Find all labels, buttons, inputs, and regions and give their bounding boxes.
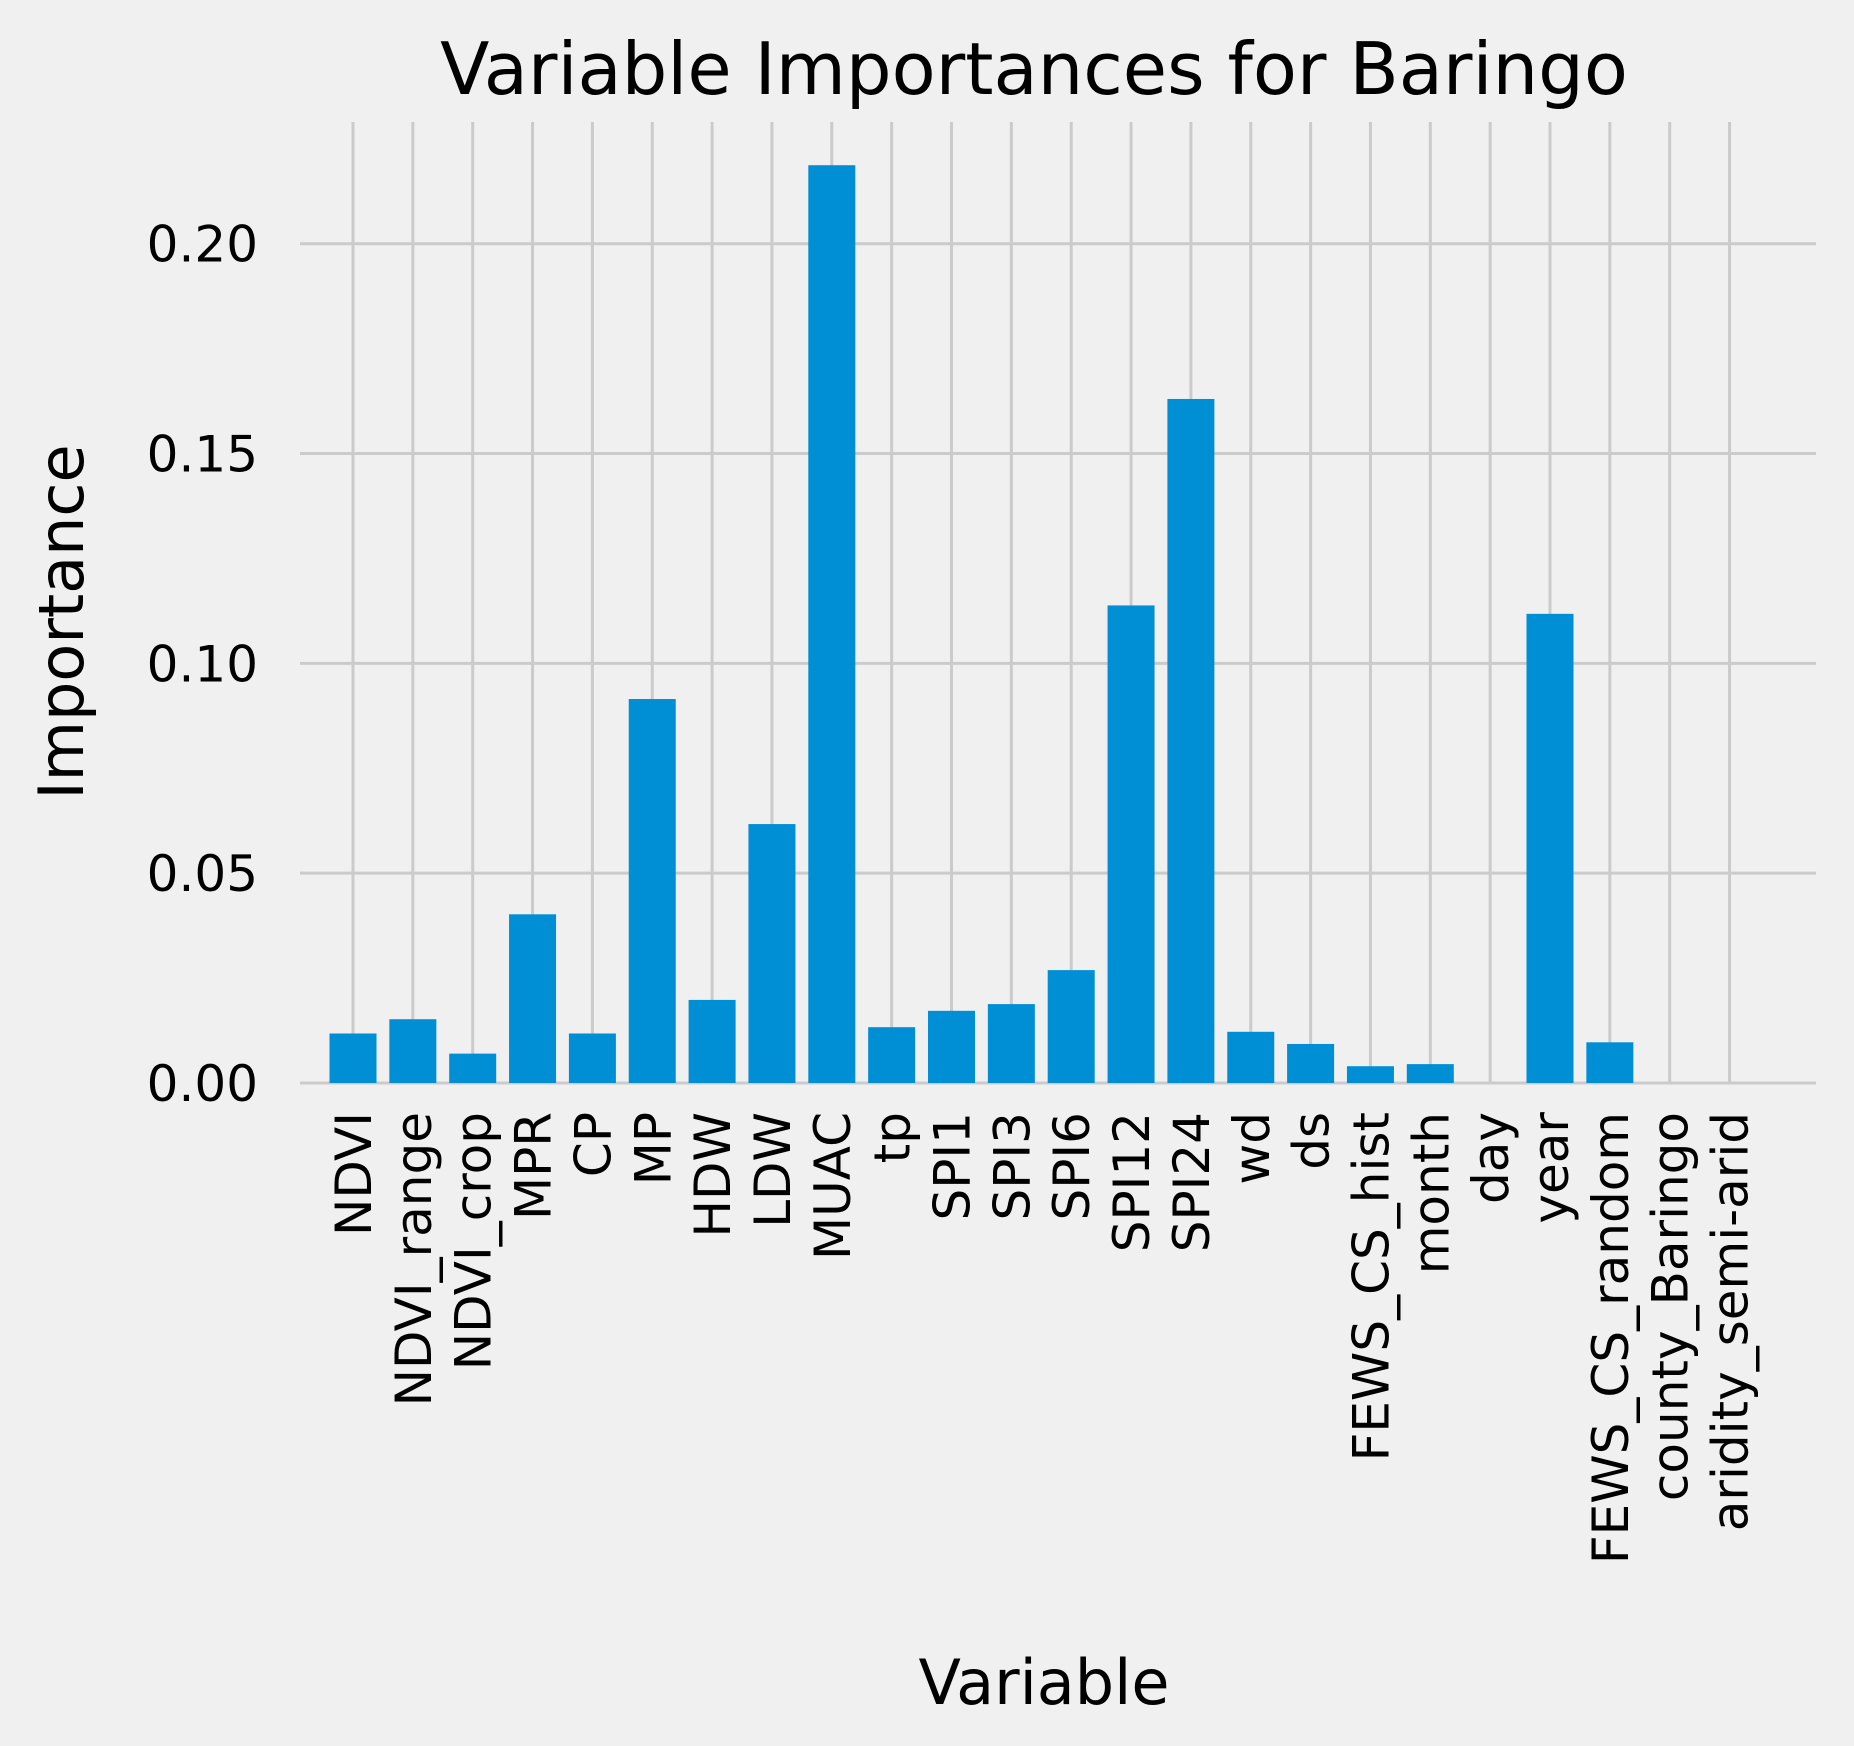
- bar-SPI1: [928, 1010, 975, 1083]
- y-tick-label: 0.05: [147, 845, 258, 903]
- x-tick-label: NDVI: [325, 1112, 383, 1236]
- chart-title: Variable Importances for Baringo: [440, 27, 1628, 111]
- x-tick-label: aridity_semi-arid: [1702, 1112, 1760, 1531]
- x-tick-label: FEWS_CS_hist: [1342, 1112, 1400, 1461]
- bar-CP: [568, 1033, 616, 1083]
- x-tick-label: MPR: [505, 1112, 563, 1220]
- x-tick-label: NDVI_range: [385, 1112, 443, 1406]
- bar-NDVI: [329, 1033, 377, 1083]
- x-tick-label: day: [1462, 1112, 1520, 1204]
- x-tick-label: MP: [624, 1112, 682, 1185]
- bar-LDW: [748, 824, 796, 1083]
- bar-MUAC: [808, 165, 856, 1084]
- bar-year: [1526, 613, 1574, 1083]
- x-tick-label: SPI1: [924, 1112, 982, 1220]
- y-tick-label: 0.10: [147, 635, 258, 693]
- bar-NDVI_range: [389, 1019, 437, 1083]
- bar-HDW: [688, 999, 736, 1083]
- x-tick-label: SPI6: [1043, 1112, 1101, 1220]
- bars: [329, 165, 1634, 1084]
- x-tick-label: year: [1522, 1112, 1580, 1224]
- bar-MP: [628, 699, 676, 1083]
- bar-MPR: [509, 914, 557, 1083]
- bar-FEWS_CS_hist: [1346, 1066, 1394, 1083]
- bar-tp: [868, 1027, 916, 1083]
- x-tick-label: month: [1402, 1112, 1460, 1274]
- x-tick-labels: NDVI NDVI_range NDVI_crop MPR CP MP HDW LDW MUAC…: [325, 1112, 1760, 1565]
- y-tick-label: 0.20: [147, 216, 258, 274]
- bar-SPI24: [1167, 398, 1215, 1083]
- x-tick-label: wd: [1223, 1112, 1281, 1185]
- bar-SPI3: [987, 1004, 1035, 1083]
- bar-SPI6: [1047, 970, 1095, 1083]
- bar-NDVI_crop: [449, 1053, 497, 1083]
- x-tick-label: SPI12: [1103, 1112, 1161, 1252]
- bar-FEWS_CS_random: [1586, 1042, 1634, 1083]
- x-tick-label: ds: [1283, 1112, 1341, 1170]
- bar-wd: [1227, 1031, 1275, 1083]
- bar-month: [1406, 1064, 1454, 1083]
- y-tick-labels: 0.00 0.05 0.10 0.15 0.20: [147, 216, 258, 1113]
- y-tick-label: 0.15: [147, 426, 258, 484]
- bar-SPI12: [1107, 605, 1155, 1083]
- x-tick-label: CP: [564, 1112, 622, 1177]
- y-axis-title: Importance: [25, 444, 98, 799]
- x-tick-label: county_Baringo: [1642, 1112, 1700, 1501]
- x-tick-label: NDVI_crop: [445, 1112, 503, 1370]
- x-tick-label: MUAC: [804, 1112, 862, 1260]
- x-tick-label: SPI24: [1163, 1112, 1221, 1252]
- y-tick-label: 0.00: [147, 1055, 258, 1113]
- bar-ds: [1287, 1043, 1335, 1083]
- x-axis-title: Variable: [918, 1646, 1169, 1719]
- x-tick-label: FEWS_CS_random: [1582, 1112, 1640, 1564]
- x-gridlines: [351, 122, 1732, 1083]
- x-tick-label: SPI3: [983, 1112, 1041, 1220]
- x-tick-label: LDW: [744, 1112, 802, 1228]
- x-tick-label: HDW: [684, 1112, 742, 1238]
- x-tick-label: tp: [864, 1112, 922, 1163]
